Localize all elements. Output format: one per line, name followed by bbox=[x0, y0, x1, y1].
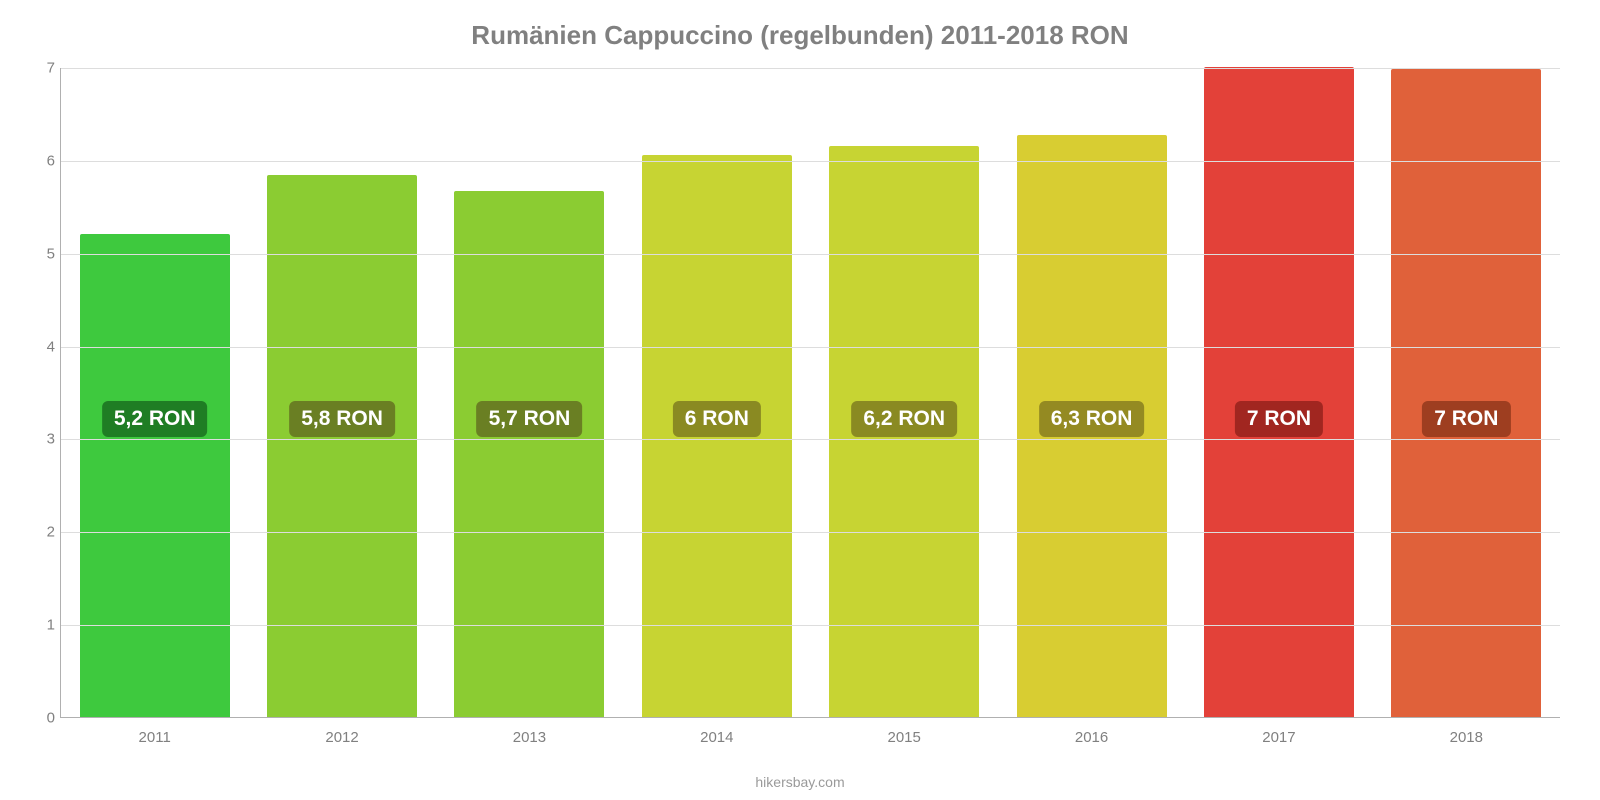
y-axis-tick: 1 bbox=[35, 617, 55, 634]
bar-slot: 5,2 RON2011 bbox=[61, 68, 248, 717]
bar: 7 RON bbox=[1204, 67, 1354, 717]
bar-value-label: 7 RON bbox=[1422, 401, 1510, 437]
y-axis-tick: 2 bbox=[35, 524, 55, 541]
x-axis-tick: 2014 bbox=[700, 729, 733, 746]
bar-value-label: 6,3 RON bbox=[1039, 401, 1145, 437]
x-axis-tick: 2012 bbox=[325, 729, 358, 746]
y-axis-tick: 5 bbox=[35, 245, 55, 262]
grid-line bbox=[61, 161, 1560, 162]
y-axis-tick: 4 bbox=[35, 338, 55, 355]
x-axis-tick: 2011 bbox=[139, 729, 171, 746]
grid-line bbox=[61, 625, 1560, 626]
bar-slot: 5,8 RON2012 bbox=[248, 68, 435, 717]
chart-footer: hikersbay.com bbox=[0, 774, 1600, 790]
y-axis-tick: 0 bbox=[35, 710, 55, 727]
x-axis-tick: 2017 bbox=[1262, 729, 1295, 746]
bar: 5,7 RON bbox=[454, 191, 604, 717]
bar-value-label: 5,8 RON bbox=[289, 401, 395, 437]
bar-value-label: 5,7 RON bbox=[477, 401, 583, 437]
bar: 5,8 RON bbox=[267, 175, 417, 717]
x-axis-tick: 2016 bbox=[1075, 729, 1108, 746]
chart-title: Rumänien Cappuccino (regelbunden) 2011-2… bbox=[0, 20, 1600, 51]
grid-line bbox=[61, 68, 1560, 69]
y-axis-tick: 3 bbox=[35, 431, 55, 448]
grid-line bbox=[61, 532, 1560, 533]
chart-container: Rumänien Cappuccino (regelbunden) 2011-2… bbox=[0, 0, 1600, 800]
bar: 5,2 RON bbox=[80, 234, 230, 717]
bar-slot: 6 RON2014 bbox=[623, 68, 810, 717]
bar-value-label: 6,2 RON bbox=[851, 401, 957, 437]
bar-value-label: 5,2 RON bbox=[102, 401, 208, 437]
bar-value-label: 7 RON bbox=[1235, 401, 1323, 437]
bar-slot: 7 RON2018 bbox=[1373, 68, 1560, 717]
y-axis-tick: 7 bbox=[35, 60, 55, 77]
grid-line bbox=[61, 347, 1560, 348]
bar: 6 RON bbox=[642, 155, 792, 717]
x-axis-tick: 2015 bbox=[888, 729, 921, 746]
bar-slot: 6,2 RON2015 bbox=[811, 68, 998, 717]
bar: 6,2 RON bbox=[829, 146, 979, 717]
bar-slot: 6,3 RON2016 bbox=[998, 68, 1185, 717]
bar-value-label: 6 RON bbox=[673, 401, 761, 437]
x-axis-tick: 2013 bbox=[513, 729, 546, 746]
bar: 7 RON bbox=[1391, 69, 1541, 717]
bar: 6,3 RON bbox=[1017, 135, 1167, 717]
bars-group: 5,2 RON20115,8 RON20125,7 RON20136 RON20… bbox=[61, 68, 1560, 717]
grid-line bbox=[61, 254, 1560, 255]
y-axis-tick: 6 bbox=[35, 152, 55, 169]
bar-slot: 7 RON2017 bbox=[1185, 68, 1372, 717]
plot-area: 5,2 RON20115,8 RON20125,7 RON20136 RON20… bbox=[60, 68, 1560, 718]
bar-slot: 5,7 RON2013 bbox=[436, 68, 623, 717]
x-axis-tick: 2018 bbox=[1450, 729, 1483, 746]
grid-line bbox=[61, 439, 1560, 440]
